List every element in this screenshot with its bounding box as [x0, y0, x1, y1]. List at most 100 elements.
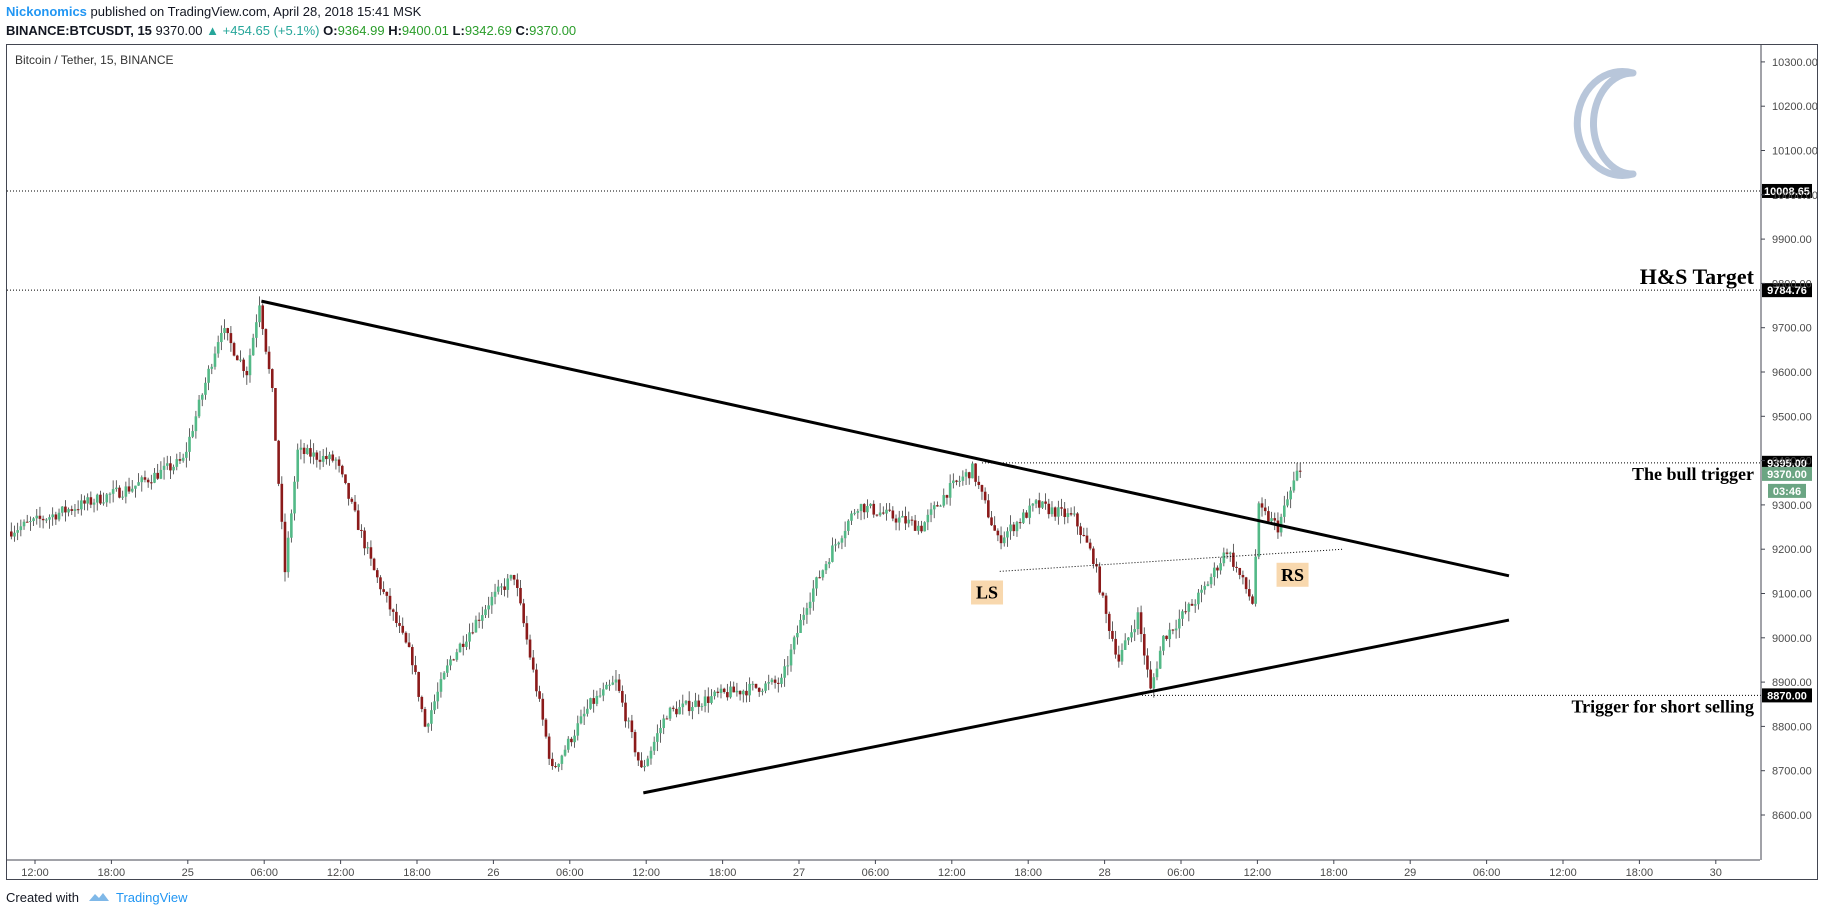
candle [1139, 612, 1143, 635]
candle [1031, 503, 1035, 506]
current-price-badge-bg [1762, 466, 1812, 481]
candle [818, 577, 821, 579]
candle [952, 480, 955, 484]
candle [213, 353, 217, 367]
publish-line: Nickonomics published on TradingView.com… [6, 2, 1818, 21]
candle [691, 707, 694, 712]
candle [1041, 501, 1044, 508]
candle [414, 665, 417, 672]
candle [127, 486, 131, 492]
candle [1193, 604, 1197, 606]
candle [929, 509, 933, 515]
price-chart[interactable]: Bitcoin / Tether, 15, BINANCE 10008.65 97… [7, 45, 1817, 879]
candle [668, 707, 672, 719]
candle [356, 510, 360, 530]
candle [442, 672, 446, 680]
candle [169, 463, 172, 471]
candle [223, 328, 226, 333]
candle [417, 671, 420, 697]
candle [290, 513, 293, 538]
candle [764, 683, 767, 691]
candle [541, 698, 545, 720]
upper-trendline[interactable] [261, 299, 1510, 578]
candle [1101, 592, 1105, 596]
candle [964, 472, 968, 477]
candle [51, 514, 54, 518]
candle [1130, 632, 1133, 638]
candle [16, 530, 19, 533]
pattern-label-bg [971, 580, 1004, 605]
candle [1066, 513, 1070, 517]
candle [372, 558, 376, 571]
candle [824, 564, 828, 571]
candle [391, 609, 395, 612]
candle [216, 342, 220, 354]
candle [627, 720, 631, 722]
candle [1247, 589, 1251, 597]
candle [834, 544, 837, 546]
candle [773, 679, 777, 683]
candle [172, 466, 175, 471]
candle [802, 614, 806, 620]
open-value: 9364.99 [337, 23, 385, 38]
candle [105, 494, 109, 503]
author-link[interactable]: Nickonomics [6, 4, 87, 19]
candle [882, 512, 885, 514]
candle [761, 690, 764, 692]
countdown-badge-bg [1768, 483, 1806, 498]
candle [337, 459, 341, 466]
y-tick-label: 8900.00 [1772, 677, 1812, 689]
candle [811, 588, 815, 602]
candle [102, 502, 105, 504]
y-tick-label: 10100.00 [1772, 146, 1817, 158]
candle [942, 495, 946, 506]
level-price-badge: 8870.00 [1767, 690, 1807, 702]
candle [395, 611, 398, 624]
candle [605, 684, 608, 690]
candle [1076, 513, 1079, 527]
candle [13, 532, 16, 537]
candle [1114, 638, 1117, 655]
candle [751, 683, 755, 685]
candle [1018, 522, 1022, 524]
candle [150, 482, 153, 484]
candle [366, 547, 370, 549]
candle [955, 480, 958, 482]
candle [1298, 470, 1302, 472]
candle [321, 455, 325, 462]
candle [732, 686, 736, 693]
candle [134, 485, 137, 489]
candle [1120, 649, 1124, 662]
y-tick-label: 8800.00 [1772, 721, 1812, 733]
candle [461, 643, 465, 647]
lower-trendline[interactable] [643, 618, 1510, 795]
x-tick-label: 12:00 [938, 867, 966, 879]
candle [1009, 524, 1012, 532]
tradingview-link[interactable]: TradingView [116, 890, 188, 905]
tradingview-logo-icon [88, 890, 110, 901]
candle [754, 683, 758, 688]
candle [207, 368, 210, 383]
candle [837, 542, 841, 545]
low-value: 9342.69 [464, 23, 512, 38]
pattern-label-bg [1276, 562, 1309, 587]
candle [646, 758, 650, 766]
candle [283, 521, 287, 573]
candle [633, 732, 637, 753]
candle [694, 700, 697, 708]
candle [796, 632, 799, 638]
candle [1060, 507, 1063, 509]
candle [901, 516, 904, 518]
candle [318, 459, 322, 462]
moon-logo-icon [1573, 68, 1637, 179]
neckline[interactable] [999, 548, 1344, 572]
candle [1222, 552, 1226, 564]
candle [277, 440, 280, 484]
candle [382, 589, 385, 592]
candle [426, 723, 430, 727]
candle [656, 733, 659, 742]
candle [375, 570, 379, 578]
candle [1209, 576, 1213, 585]
y-tick-label: 9100.00 [1772, 589, 1812, 601]
candle [242, 359, 245, 372]
